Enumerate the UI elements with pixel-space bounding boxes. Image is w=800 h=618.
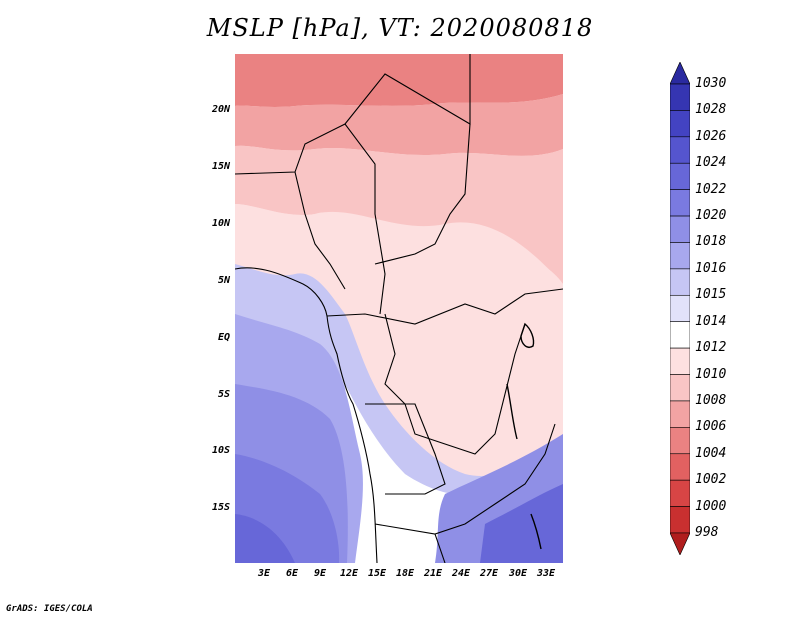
colorbar-box xyxy=(670,453,690,481)
colorbar-box xyxy=(670,136,690,164)
colorbar-box xyxy=(670,242,690,270)
colorbar-box xyxy=(670,215,690,243)
credit-text: GrADS: IGES/COLA xyxy=(6,604,93,614)
colorbar-label: 998 xyxy=(695,525,719,540)
lake-victoria xyxy=(520,322,535,348)
lon-label: 9E xyxy=(313,568,327,579)
colorbar-box xyxy=(670,294,690,323)
colorbar-label: 1020 xyxy=(695,208,727,224)
colorbar-label: 1030 xyxy=(695,76,727,91)
colorbar-label: 1024 xyxy=(695,155,727,171)
lat-label: 15N xyxy=(211,161,230,172)
colorbar xyxy=(670,62,690,555)
band-1022 xyxy=(235,514,295,563)
lat-label: 10S xyxy=(211,445,230,456)
pressure-map-svg xyxy=(235,54,563,563)
lon-label: 6E xyxy=(285,568,299,579)
pressure-map xyxy=(235,54,563,563)
lon-label: 3E xyxy=(257,568,271,579)
colorbar-box xyxy=(670,506,690,534)
colorbar-label: 1018 xyxy=(695,234,727,250)
colorbar-box xyxy=(670,110,690,138)
border-car xyxy=(326,288,563,325)
border-chad xyxy=(344,123,386,315)
band-1008 xyxy=(235,145,563,284)
band-1022-east xyxy=(480,484,563,563)
lake-malawi xyxy=(530,513,542,550)
coastline xyxy=(235,267,378,563)
colorbar-label: 1000 xyxy=(695,498,727,514)
colorbar-label: 1026 xyxy=(695,128,727,144)
colorbar-label: 1004 xyxy=(695,445,727,461)
colorbar-box xyxy=(670,479,690,507)
colorbar-box xyxy=(670,268,690,296)
colorbar-box xyxy=(670,189,690,217)
band-1006 xyxy=(235,94,563,156)
map-title: MSLP [hPa], VT: 2020080818 xyxy=(206,14,594,42)
colorbar-box xyxy=(670,347,690,375)
lon-label: 18E xyxy=(395,568,415,579)
lat-label: 10N xyxy=(211,218,230,229)
lake-tanganyika xyxy=(506,383,518,440)
colorbar-label: 1002 xyxy=(695,472,727,488)
lon-label: 24E xyxy=(451,568,471,579)
lon-label: 12E xyxy=(339,568,359,579)
border-angola xyxy=(365,403,446,495)
border-sudan xyxy=(374,123,471,265)
colorbar-box xyxy=(670,374,690,402)
colorbar-label: 1014 xyxy=(695,313,727,329)
lon-label: 21E xyxy=(423,568,443,579)
country-borders xyxy=(235,54,563,563)
lat-label: 20N xyxy=(211,104,230,115)
lon-label: 27E xyxy=(479,568,499,579)
band-1004 xyxy=(235,54,563,107)
colorbar-box xyxy=(670,83,690,111)
colorbar-label: 1006 xyxy=(695,419,727,435)
colorbar-label: 1012 xyxy=(695,340,727,356)
colorbar-top-arrow xyxy=(670,62,690,85)
lon-label: 15E xyxy=(367,568,387,579)
lat-label: 5N xyxy=(217,275,230,286)
colorbar-label: 1016 xyxy=(695,260,727,276)
lat-label: 15S xyxy=(211,502,230,513)
colorbar-box xyxy=(670,427,690,455)
lat-label: EQ xyxy=(217,332,230,343)
colorbar-bottom-arrow xyxy=(670,532,690,555)
colorbar-box xyxy=(670,321,690,349)
colorbar-label: 1015 xyxy=(695,287,727,303)
colorbar-label: 1010 xyxy=(695,366,727,382)
lon-label: 30E xyxy=(508,568,528,579)
border-botswana xyxy=(434,533,446,563)
colorbar-label: 1022 xyxy=(695,181,727,197)
lon-label: 33E xyxy=(536,568,556,579)
colorbar-label: 1008 xyxy=(695,392,727,408)
colorbar-box xyxy=(670,162,690,190)
border-drc xyxy=(384,313,526,455)
colorbar-label: 1028 xyxy=(695,102,727,118)
border-nigeria xyxy=(294,171,346,290)
lat-label: 5S xyxy=(217,389,230,400)
lakes xyxy=(506,322,542,550)
colorbar-box xyxy=(670,400,690,428)
